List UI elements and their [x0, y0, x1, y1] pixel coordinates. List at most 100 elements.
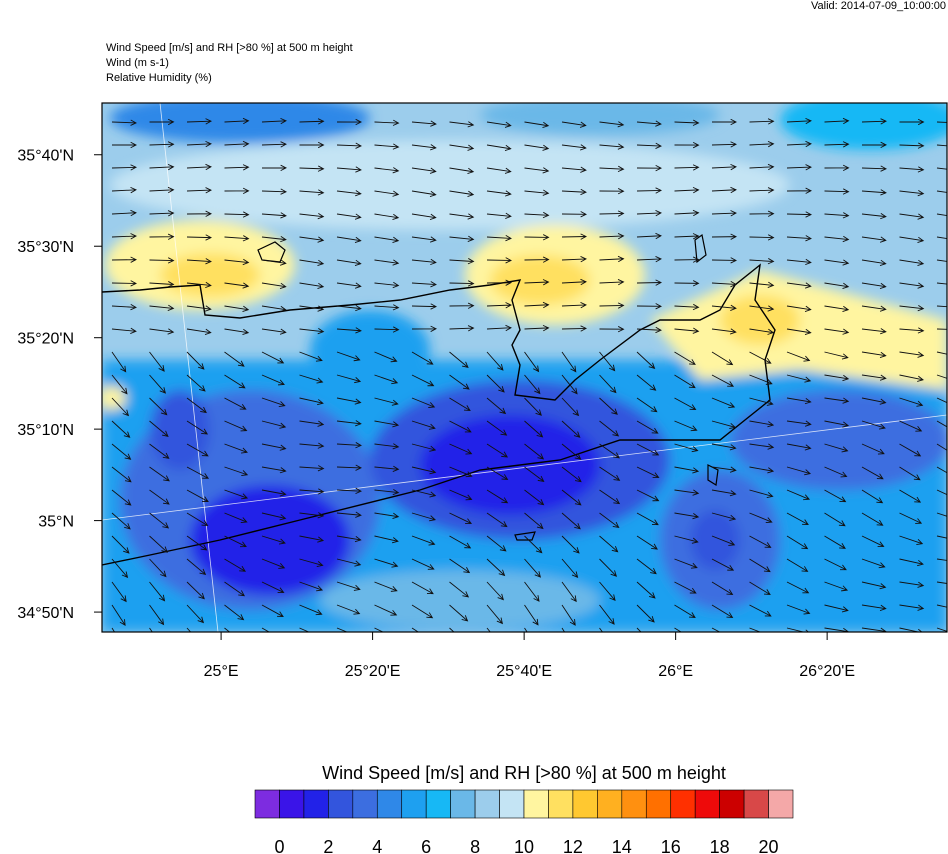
- x-tick-label: 25°20'E: [345, 663, 401, 680]
- wind-arrow: [374, 397, 399, 406]
- wind-arrow: [824, 443, 849, 453]
- wind-arrow: [786, 374, 812, 383]
- wind-arrow: [711, 374, 735, 387]
- wind-arrow: [861, 466, 884, 480]
- wind-arrow: [561, 558, 579, 579]
- wind-arrow: [261, 212, 287, 219]
- wind-arrow: [486, 443, 509, 458]
- wind-arrow: [936, 236, 947, 240]
- wind-arrow: [936, 167, 947, 170]
- colorbar-box: [743, 789, 769, 819]
- wind-arrow: [524, 558, 542, 578]
- wind-arrow: [261, 512, 287, 521]
- wind-arrow: [824, 420, 850, 428]
- wind-arrow: [749, 397, 774, 406]
- wind-arrow: [936, 489, 947, 496]
- wind-arrow: [299, 442, 325, 449]
- wind-arrow: [486, 167, 512, 174]
- wind-arrow: [261, 328, 287, 335]
- wind-arrow: [111, 119, 137, 126]
- wind-arrow: [411, 627, 419, 632]
- wind-arrow: [524, 256, 550, 263]
- wind-arrow: [749, 234, 775, 241]
- colorbar-label: 10: [514, 837, 534, 854]
- wind-arrow: [449, 512, 473, 525]
- wind-arrow: [711, 351, 734, 366]
- wind-arrow: [411, 489, 437, 498]
- wind-arrow: [111, 351, 127, 373]
- wind-arrow: [824, 489, 847, 503]
- wind-arrow: [711, 627, 721, 632]
- wind-arrow: [861, 558, 886, 569]
- wind-arrow: [149, 163, 175, 171]
- wind-arrow: [261, 305, 287, 313]
- wind-arrow: [711, 304, 737, 311]
- wind-arrow: [524, 234, 550, 241]
- wind-arrow: [261, 443, 287, 451]
- wind-arrow: [936, 259, 947, 262]
- wind-arrow: [299, 189, 325, 196]
- wind-arrow: [149, 443, 170, 459]
- wind-arrow: [561, 166, 587, 173]
- wind-arrow: [786, 535, 809, 550]
- wind-arrow: [411, 443, 437, 452]
- wind-arrow: [186, 281, 212, 289]
- colorbar-label: 14: [612, 837, 632, 854]
- wind-arrow: [149, 581, 166, 602]
- colorbar-label: 12: [563, 837, 583, 854]
- wind-arrow: [936, 305, 947, 308]
- wind-arrow: [111, 420, 131, 438]
- wind-arrow: [186, 420, 209, 435]
- wind-arrow: [486, 558, 506, 577]
- wind-arrow: [561, 302, 587, 309]
- wind-arrow: [636, 535, 658, 550]
- wind-arrow: [899, 604, 925, 611]
- wind-arrow: [299, 488, 325, 495]
- wind-arrow: [899, 118, 925, 126]
- wind-arrow: [411, 397, 436, 408]
- wind-arrow: [111, 489, 132, 506]
- wind-arrow: [861, 118, 887, 125]
- wind-arrow: [411, 303, 437, 310]
- wind-arrow: [861, 328, 887, 335]
- wind-arrow: [749, 420, 775, 428]
- wind-arrow: [486, 234, 512, 242]
- wind-arrow: [186, 374, 206, 392]
- wind-arrow: [524, 324, 550, 332]
- wind-arrow: [636, 512, 659, 526]
- y-tick-label: 35°N: [38, 514, 74, 531]
- wind-arrow: [411, 374, 435, 387]
- wind-arrow: [636, 142, 662, 149]
- wind-arrow: [561, 581, 577, 603]
- wind-arrow: [824, 188, 850, 195]
- wind-arrow: [599, 279, 625, 286]
- wind-arrow: [374, 119, 400, 126]
- wind-arrow: [636, 374, 657, 391]
- wind-arrow: [186, 512, 209, 527]
- wind-arrow: [486, 144, 512, 152]
- valid-time: Valid: 2014-07-09_10:00:00: [811, 0, 946, 12]
- wind-arrow: [936, 581, 947, 584]
- wind-arrow: [786, 187, 812, 194]
- wind-arrow: [449, 235, 475, 243]
- wind-arrow: [711, 280, 737, 288]
- wind-arrow: [711, 141, 737, 148]
- wind-arrow: [749, 328, 775, 335]
- wind-arrow: [899, 213, 925, 220]
- wind-arrow: [261, 235, 287, 243]
- wind-arrow: [636, 279, 662, 286]
- y-tick-label: 35°10'N: [17, 422, 74, 439]
- wind-arrow: [899, 512, 923, 524]
- wind-arrow: [449, 167, 475, 175]
- wind-arrow: [674, 303, 700, 311]
- wind-arrow: [299, 351, 323, 362]
- wind-arrow: [299, 627, 310, 632]
- wind-arrow: [599, 188, 625, 195]
- wind-arrow: [149, 257, 175, 264]
- wind-arrow: [861, 141, 887, 149]
- wind-arrow: [111, 558, 129, 579]
- wind-arrow: [224, 466, 249, 477]
- wind-arrow: [486, 535, 507, 552]
- wind-arrow: [711, 163, 737, 171]
- wind-arrow: [111, 303, 137, 311]
